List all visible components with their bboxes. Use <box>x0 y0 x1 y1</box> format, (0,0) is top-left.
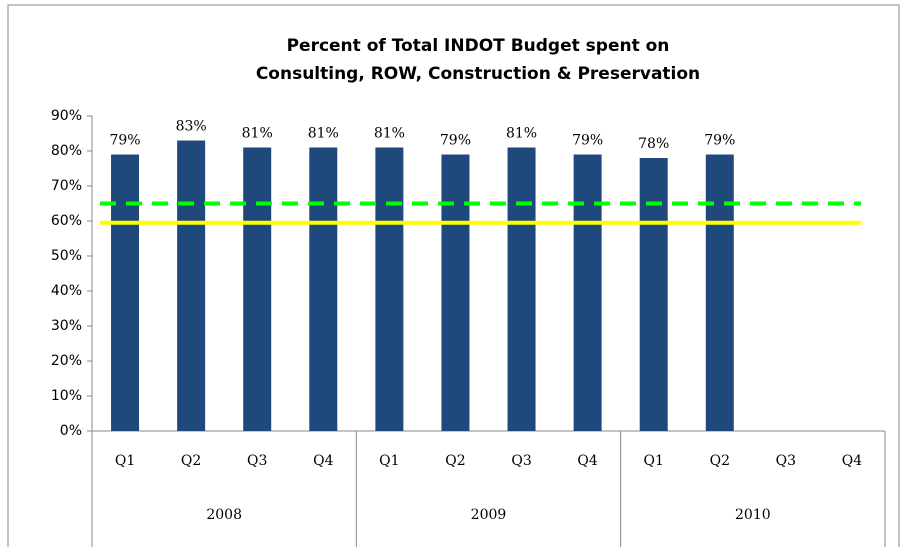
group-label: 2010 <box>735 507 771 523</box>
bar <box>243 147 272 431</box>
bar <box>573 154 602 431</box>
chart-title: Consulting, ROW, Construction & Preserva… <box>256 64 700 84</box>
x-tick-label: Q3 <box>511 453 531 469</box>
x-tick-label: Q4 <box>313 453 333 469</box>
y-tick-label: 50% <box>51 248 82 264</box>
x-tick-label: Q2 <box>710 453 730 469</box>
x-tick-label: Q1 <box>115 453 135 469</box>
value-label: 83% <box>176 119 207 135</box>
y-tick-label: 30% <box>51 318 82 334</box>
value-label: 79% <box>704 133 735 149</box>
x-tick-label: Q4 <box>842 453 862 469</box>
y-tick-label: 40% <box>51 283 82 299</box>
x-tick-label: Q3 <box>247 453 267 469</box>
value-label: 81% <box>374 126 405 142</box>
value-label: 79% <box>440 133 471 149</box>
x-tick-label: Q2 <box>445 453 465 469</box>
bar <box>375 147 404 431</box>
group-label: 2009 <box>471 507 507 523</box>
x-tick-label: Q2 <box>181 453 201 469</box>
value-label: 79% <box>109 133 140 149</box>
y-tick-label: 90% <box>51 108 82 124</box>
bar <box>441 154 470 431</box>
bar <box>507 147 536 431</box>
value-label: 79% <box>572 133 603 149</box>
y-tick-label: 60% <box>51 213 82 229</box>
value-label: 81% <box>242 126 273 142</box>
y-tick-label: 0% <box>60 423 82 439</box>
x-tick-label: Q1 <box>379 453 399 469</box>
bar <box>639 158 668 431</box>
y-tick-label: 70% <box>51 178 82 194</box>
bar <box>309 147 338 431</box>
chart-title: Percent of Total INDOT Budget spent on <box>287 36 670 56</box>
group-label: 2008 <box>206 507 242 523</box>
y-tick-label: 10% <box>51 388 82 404</box>
x-tick-label: Q3 <box>776 453 796 469</box>
y-tick-label: 20% <box>51 353 82 369</box>
value-label: 81% <box>506 126 537 142</box>
x-tick-label: Q4 <box>577 453 597 469</box>
bar <box>705 154 734 431</box>
value-label: 78% <box>638 136 669 152</box>
bar <box>111 154 140 431</box>
x-tick-label: Q1 <box>644 453 664 469</box>
bar <box>177 140 206 431</box>
y-tick-label: 80% <box>51 143 82 159</box>
value-label: 81% <box>308 126 339 142</box>
